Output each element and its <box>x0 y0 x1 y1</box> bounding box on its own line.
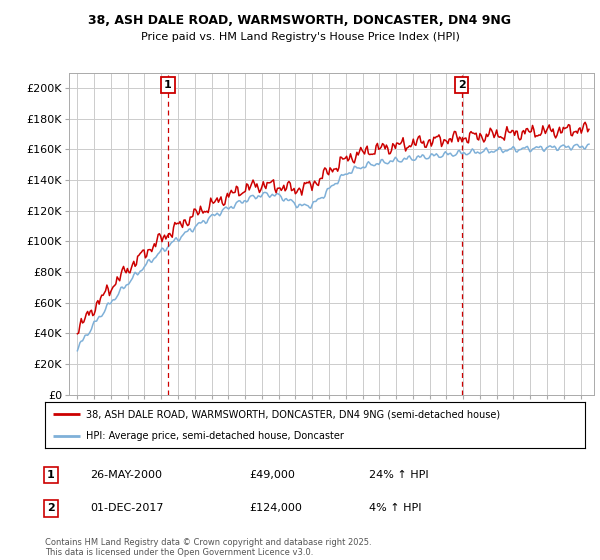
Text: HPI: Average price, semi-detached house, Doncaster: HPI: Average price, semi-detached house,… <box>86 431 343 441</box>
Text: Price paid vs. HM Land Registry's House Price Index (HPI): Price paid vs. HM Land Registry's House … <box>140 32 460 43</box>
Text: £124,000: £124,000 <box>249 503 302 514</box>
Text: 1: 1 <box>47 470 55 480</box>
Text: 24% ↑ HPI: 24% ↑ HPI <box>369 470 428 480</box>
Text: Contains HM Land Registry data © Crown copyright and database right 2025.
This d: Contains HM Land Registry data © Crown c… <box>45 538 371 557</box>
Text: 4% ↑ HPI: 4% ↑ HPI <box>369 503 421 514</box>
Text: 1: 1 <box>164 80 172 90</box>
Text: 26-MAY-2000: 26-MAY-2000 <box>90 470 162 480</box>
Text: 2: 2 <box>47 503 55 514</box>
Text: 2: 2 <box>458 80 466 90</box>
Text: £49,000: £49,000 <box>249 470 295 480</box>
Text: 38, ASH DALE ROAD, WARMSWORTH, DONCASTER, DN4 9NG (semi-detached house): 38, ASH DALE ROAD, WARMSWORTH, DONCASTER… <box>86 409 500 419</box>
Text: 38, ASH DALE ROAD, WARMSWORTH, DONCASTER, DN4 9NG: 38, ASH DALE ROAD, WARMSWORTH, DONCASTER… <box>89 14 511 27</box>
Text: 01-DEC-2017: 01-DEC-2017 <box>90 503 163 514</box>
